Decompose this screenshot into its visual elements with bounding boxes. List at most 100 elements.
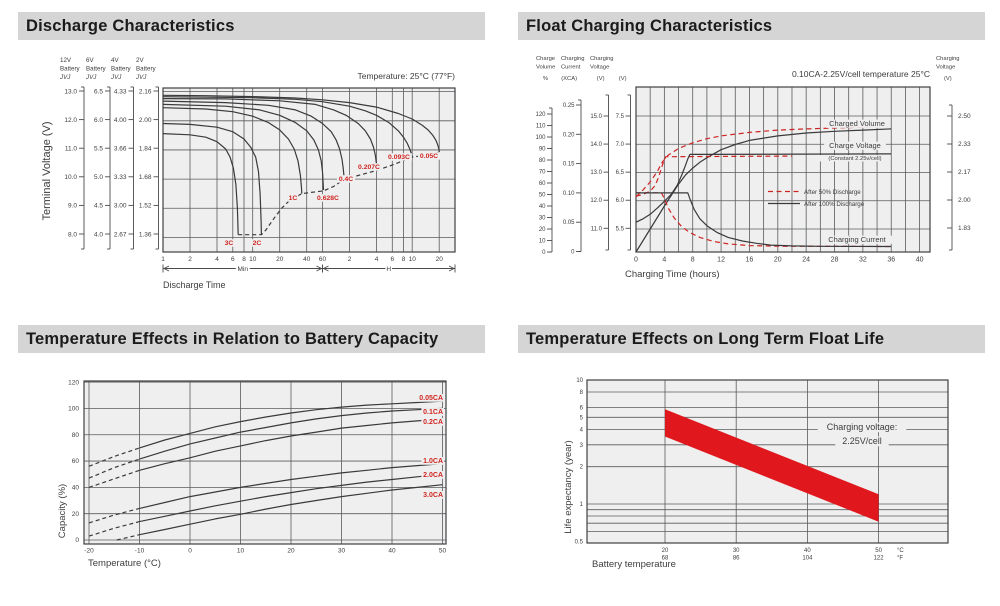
svg-text:6V: 6V: [86, 57, 94, 64]
svg-text:4.5: 4.5: [94, 203, 103, 210]
svg-text:1.52: 1.52: [139, 203, 152, 210]
svg-text:Battery temperature: Battery temperature: [592, 559, 676, 570]
svg-text:60: 60: [539, 181, 546, 187]
svg-text:20: 20: [436, 256, 444, 263]
svg-text:0.628C: 0.628C: [317, 195, 339, 202]
svg-text:Discharge Time: Discharge Time: [163, 280, 226, 290]
svg-text:15.0: 15.0: [590, 114, 602, 120]
float-life-chart: Charging voltage:2.25V/cell1086543210.52…: [563, 378, 949, 570]
section-header-discharge: Discharge Characteristics: [18, 12, 485, 40]
svg-text:13.0: 13.0: [64, 88, 77, 95]
svg-text:0.5: 0.5: [575, 539, 584, 545]
svg-text:30: 30: [733, 548, 740, 554]
svg-text:40: 40: [916, 257, 924, 264]
curve-charged_volume_50: [635, 126, 892, 198]
svg-text:1.36: 1.36: [139, 231, 152, 238]
svg-text:0: 0: [634, 257, 638, 264]
svg-text:1.84: 1.84: [139, 146, 152, 153]
svg-text:7.0: 7.0: [616, 142, 625, 148]
svg-text:11.0: 11.0: [591, 226, 603, 232]
svg-text:°C: °C: [897, 548, 904, 554]
svg-text:30: 30: [338, 548, 346, 555]
svg-text:(V): (V): [619, 76, 627, 82]
svg-text:50: 50: [539, 193, 546, 199]
curve-charging_current_100: [636, 192, 892, 248]
svg-text:10: 10: [576, 378, 583, 384]
svg-text:104: 104: [802, 556, 813, 562]
svg-text:Charging Time (hours): Charging Time (hours): [625, 269, 720, 280]
svg-text:2: 2: [348, 256, 352, 263]
section-header-float-life: Temperature Effects on Long Term Float L…: [518, 325, 985, 353]
svg-text:0: 0: [188, 548, 192, 555]
svg-text:7.5: 7.5: [616, 114, 625, 120]
float-life-section: Charging voltage: 2.25V/cell 10 8 6 5 4 3 2 1 0.5 2…: [500, 303, 1000, 606]
svg-text:100: 100: [68, 406, 79, 413]
svg-text:70: 70: [539, 170, 546, 176]
svg-text:0.05: 0.05: [563, 220, 575, 226]
svg-text:2.33: 2.33: [958, 141, 971, 148]
curve-0.05CA-dashed: [88, 447, 140, 467]
svg-text:40: 40: [539, 204, 546, 210]
svg-text:Charging: Charging: [590, 56, 614, 62]
svg-text:5.5: 5.5: [94, 146, 103, 153]
svg-text:Charge: Charge: [536, 56, 555, 62]
svg-text:16: 16: [746, 257, 754, 264]
svg-text:4: 4: [580, 427, 584, 433]
svg-text:2: 2: [580, 465, 584, 471]
svg-text:10: 10: [539, 239, 546, 245]
section-title: Temperature Effects in Relation to Batte…: [26, 330, 439, 348]
svg-text:20: 20: [276, 256, 284, 263]
svg-text:1C: 1C: [289, 195, 298, 202]
svg-text:Voltage: Voltage: [590, 65, 609, 71]
curve-3.0CA: [139, 484, 443, 536]
svg-text:1: 1: [580, 502, 584, 508]
svg-text:1.68: 1.68: [139, 174, 152, 181]
svg-text:After 100% Discharge: After 100% Discharge: [804, 201, 865, 208]
svg-text:14.0: 14.0: [590, 142, 602, 148]
curve-0.4C: [162, 100, 345, 180]
svg-text:0: 0: [75, 537, 79, 544]
svg-text:24: 24: [802, 257, 810, 264]
svg-text:(XCA): (XCA): [561, 76, 577, 82]
section-title: Discharge Characteristics: [26, 17, 235, 35]
curve-1.0CA-dashed: [88, 507, 140, 524]
section-title: Float Charging Characteristics: [526, 17, 773, 35]
svg-text:2.50: 2.50: [958, 113, 971, 120]
svg-text:10: 10: [249, 256, 257, 263]
svg-text:20: 20: [287, 548, 295, 555]
svg-text:6.0: 6.0: [94, 117, 103, 124]
svg-text:80: 80: [72, 432, 80, 439]
svg-text:Charging Current: Charging Current: [828, 235, 886, 244]
svg-text:40: 40: [303, 256, 311, 263]
svg-text:0: 0: [571, 250, 575, 256]
curve-0.05CA: [139, 400, 443, 449]
svg-text:-10: -10: [135, 548, 145, 555]
curve-2C: [162, 122, 262, 235]
svg-text:110: 110: [536, 124, 546, 130]
svg-text:3.66: 3.66: [114, 146, 127, 153]
curve-1C: [162, 107, 303, 194]
svg-text:60: 60: [72, 458, 80, 465]
svg-text:6.0: 6.0: [616, 198, 625, 204]
svg-text:0.207C: 0.207C: [358, 164, 380, 171]
svg-text:Voltage: Voltage: [936, 65, 955, 71]
svg-text:6.5: 6.5: [616, 170, 625, 176]
svg-text:1: 1: [161, 256, 165, 263]
curve-0.207C: [162, 98, 378, 171]
svg-text:0.10CA-2.25V/cell temperature: 0.10CA-2.25V/cell temperature 25°C: [792, 69, 930, 79]
svg-text:20: 20: [774, 257, 782, 264]
curve-charged_volume_100: [635, 128, 892, 253]
svg-text:Charging voltage:: Charging voltage:: [827, 422, 898, 432]
svg-text:3: 3: [580, 443, 584, 449]
svg-text:2V: 2V: [136, 57, 144, 64]
curve-0.05C: [162, 94, 441, 152]
svg-text:Capacity (%): Capacity (%): [57, 484, 68, 538]
curve-0.1CA: [139, 407, 443, 460]
curve-1.0CA: [139, 463, 443, 509]
svg-text:Current: Current: [561, 65, 581, 71]
svg-text:2: 2: [188, 256, 192, 263]
svg-text:12: 12: [717, 257, 725, 264]
svg-text:After 50% Discharge: After 50% Discharge: [804, 189, 861, 196]
svg-text:9.0: 9.0: [68, 203, 77, 210]
